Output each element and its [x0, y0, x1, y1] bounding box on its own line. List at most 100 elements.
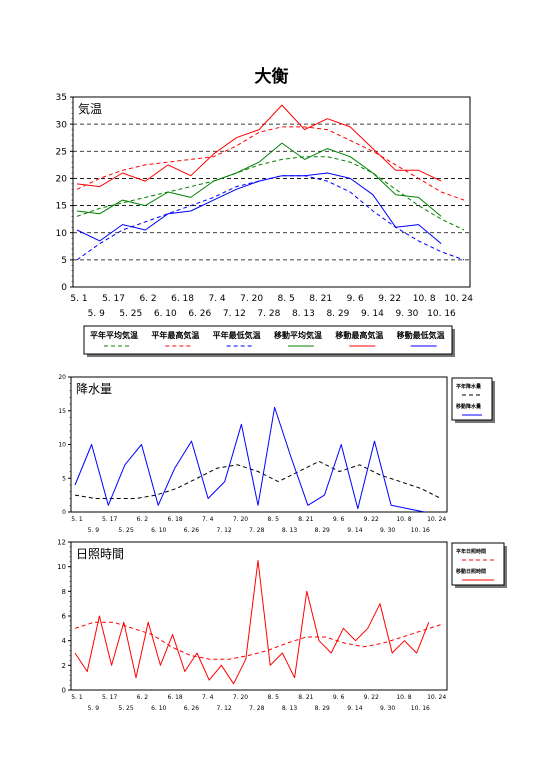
x-tick-label: 10. 8: [413, 294, 436, 304]
legend-box: [83, 325, 453, 355]
legend-top: 平年平均気温 平年最高気温 平年最低気温 移動平均気温 移動最高気温 移動最低気温: [83, 325, 455, 357]
x-tick-label: 5. 17: [102, 694, 117, 701]
x-tick-label: 8. 29: [315, 527, 330, 534]
x-tick-label: 8. 21: [298, 516, 313, 523]
legend-label: 移動最高気温: [335, 330, 383, 340]
x-tick-label: 6. 18: [167, 694, 182, 701]
x-tick-label: 5. 17: [102, 516, 117, 523]
x-tick-label: 7. 12: [223, 309, 246, 319]
x-tick-label: 6. 18: [167, 516, 182, 523]
series-line-2: [76, 126, 465, 201]
x-tick-label: 9. 14: [347, 705, 362, 712]
x-tick-label: 7. 28: [257, 309, 280, 319]
legend-label: 平年最高気温: [151, 330, 199, 340]
x-tick-label: 8. 29: [315, 705, 330, 712]
series-line-3: [76, 175, 465, 261]
series-line-2: [74, 560, 430, 685]
x-tick-label: 6. 26: [184, 527, 199, 534]
y-tick-label: 5: [62, 475, 66, 482]
x-tick-label: 7. 4: [202, 694, 214, 701]
plot-frame: [70, 376, 448, 513]
legend-label: 移動日照時間: [456, 568, 486, 575]
y-tick-label: 6: [62, 612, 67, 620]
x-tick-label: 8. 21: [298, 694, 313, 701]
legend-label: 移動降水量: [456, 403, 481, 410]
chart-3: 0 2 4 6 8 10 12 5. 1 5. 17 6. 2 6. 18 7. 4 7. 20 8. 5…: [57, 538, 448, 712]
plot-frame: [70, 541, 448, 691]
legend-box: [451, 377, 493, 421]
x-tick-label: 10. 24: [444, 294, 473, 304]
x-tick-label: 5. 17: [102, 294, 125, 304]
legend-label: 平年降水量: [456, 383, 481, 390]
x-tick-label: 10. 16: [411, 527, 430, 534]
x-tick-label: 6. 2: [139, 294, 156, 304]
x-tick-label: 10. 24: [427, 694, 446, 701]
y-tick-label: 10: [57, 563, 66, 571]
y-tick-label: 12: [57, 538, 66, 546]
legend-box: [451, 542, 505, 586]
x-tick-label: 5. 9: [88, 705, 100, 712]
x-tick-label: 6. 26: [188, 309, 211, 319]
x-tick-label: 6. 10: [151, 705, 166, 712]
x-tick-label: 9. 14: [347, 527, 362, 534]
y-tick-label: 0: [62, 686, 66, 694]
plot-frame: [72, 96, 471, 288]
y-tick-label: 15: [56, 202, 67, 212]
y-tick-label: 20: [56, 175, 68, 185]
x-tick-label: 9. 6: [347, 294, 364, 304]
x-tick-label: 9. 6: [333, 516, 345, 523]
x-tick-label: 6. 2: [137, 694, 149, 701]
y-tick-label: 20: [58, 374, 66, 381]
x-tick-label: 7. 4: [202, 516, 214, 523]
chart-title: 降水量: [76, 382, 112, 396]
chart-1: 0 5 10 15 20 25 30 35 5. 1 5. 17 6. 2 6. 18 7. 4 7. 2…: [56, 93, 474, 319]
x-tick-label: 8. 21: [309, 294, 332, 304]
x-tick-label: 9. 22: [378, 294, 401, 304]
chart-title: 気温: [78, 101, 102, 116]
x-tick-label: 8. 5: [267, 694, 279, 701]
x-tick-label: 5. 25: [118, 705, 133, 712]
y-tick-label: 30: [56, 120, 68, 130]
legend-label: 移動平均気温: [274, 330, 322, 340]
x-tick-label: 9. 30: [380, 705, 395, 712]
series-line-1: [76, 156, 465, 231]
x-tick-label: 9. 6: [333, 694, 345, 701]
y-tick-label: 25: [56, 147, 67, 157]
series-line-4: [76, 142, 442, 217]
x-tick-label: 5. 9: [88, 527, 100, 534]
x-tick-label: 8. 5: [267, 516, 279, 523]
y-tick-label: 35: [56, 93, 67, 103]
y-tick-label: 8: [62, 588, 66, 596]
x-tick-label: 8. 29: [326, 309, 349, 319]
x-tick-label: 6. 10: [154, 309, 177, 319]
legend-label: 平年最低気温: [213, 330, 261, 340]
x-tick-label: 9. 14: [361, 309, 384, 319]
x-tick-label: 7. 20: [240, 294, 263, 304]
x-tick-label: 8. 13: [282, 527, 297, 534]
y-tick-label: 0: [61, 283, 67, 293]
x-tick-label: 6. 26: [184, 705, 199, 712]
x-tick-label: 10. 16: [411, 705, 430, 712]
x-tick-label: 9. 22: [364, 516, 379, 523]
y-tick-label: 5: [61, 256, 67, 266]
page-title: 大衡: [254, 67, 289, 87]
series-line-1: [74, 621, 442, 660]
series-line-5: [76, 104, 442, 188]
legend-label: 平年平均気温: [90, 330, 138, 340]
x-tick-label: 5. 9: [88, 309, 105, 319]
x-tick-label: 6. 2: [137, 516, 149, 523]
x-tick-label: 9. 22: [364, 694, 379, 701]
x-tick-label: 6. 18: [171, 294, 194, 304]
x-tick-label: 8. 13: [282, 705, 297, 712]
legend-label: 移動最低気温: [397, 330, 445, 340]
x-tick-label: 10. 8: [396, 694, 411, 701]
y-tick-label: 15: [58, 408, 66, 415]
x-tick-label: 5. 25: [119, 309, 142, 319]
chart-title: 日照時間: [76, 547, 124, 561]
y-tick-label: 0: [62, 509, 66, 516]
legend-label: 平年日照時間: [456, 548, 486, 555]
